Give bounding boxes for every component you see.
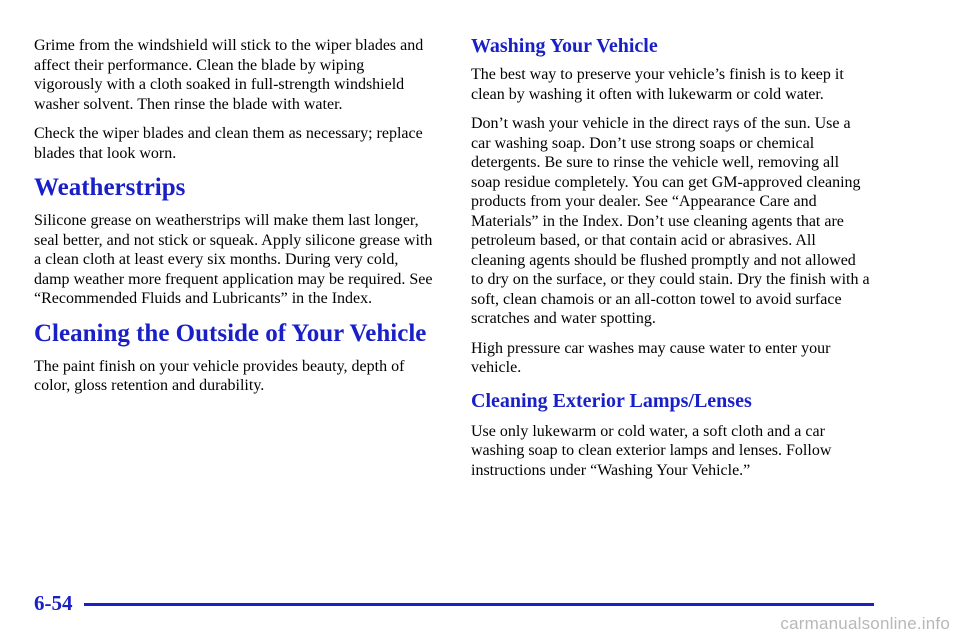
cleaning-outside-heading: Cleaning the Outside of Your Vehicle xyxy=(34,319,427,347)
left-column: Grime from the windshield will stick to … xyxy=(34,36,434,406)
wiper-cleaning-paragraph: Grime from the windshield will stick to … xyxy=(34,37,424,113)
footer-divider xyxy=(84,603,874,606)
wiper-check-paragraph: Check the wiper blades and clean them as… xyxy=(34,125,423,162)
right-column: Washing Your Vehicle The best way to pre… xyxy=(471,35,871,490)
washing-paragraph-3: High pressure car washes may cause water… xyxy=(471,339,831,377)
exterior-lamps-heading: Cleaning Exterior Lamps/Lenses xyxy=(471,389,752,412)
cleaning-outside-paragraph: The paint finish on your vehicle provide… xyxy=(34,357,405,395)
washing-paragraph-1: The best way to preserve your vehicle’s … xyxy=(471,66,844,103)
weatherstrips-paragraph: Silicone grease on weatherstrips will ma… xyxy=(34,212,433,307)
watermark: carmanualsonline.info xyxy=(780,614,950,633)
page-number: 6-54 xyxy=(34,591,73,615)
weatherstrips-heading: Weatherstrips xyxy=(34,174,186,201)
washing-heading: Washing Your Vehicle xyxy=(471,35,658,57)
exterior-lamps-paragraph: Use only lukewarm or cold water, a soft … xyxy=(471,422,832,479)
washing-paragraph-2: Don’t wash your vehicle in the direct ra… xyxy=(471,115,870,327)
